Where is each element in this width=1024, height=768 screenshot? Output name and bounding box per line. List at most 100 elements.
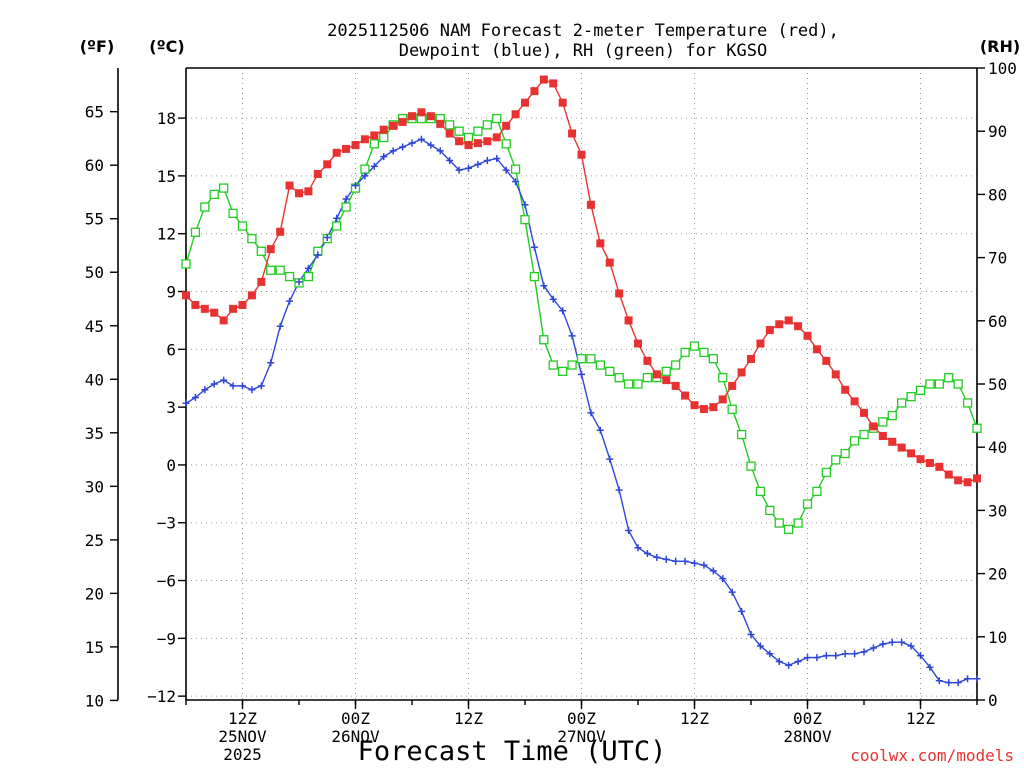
dewpoint-point	[907, 642, 915, 650]
temperature-point	[511, 110, 520, 119]
temperature-point	[718, 395, 727, 404]
rh-point	[586, 354, 596, 364]
temperature-point	[370, 131, 379, 140]
temperature-point	[295, 189, 303, 198]
dewpoint-point	[935, 677, 943, 685]
rh-point	[821, 467, 831, 478]
rh-tick-label: 40	[988, 438, 1007, 457]
rh-point	[190, 227, 201, 237]
rh-point	[906, 391, 916, 402]
dewpoint-point	[493, 155, 501, 163]
dewpoint-point	[869, 644, 877, 652]
temperature-point	[257, 277, 266, 286]
temperature-point	[549, 79, 558, 88]
temperature-point	[784, 316, 793, 325]
temperature-point	[323, 160, 332, 169]
temperature-point	[756, 339, 765, 348]
dewpoint-point	[775, 657, 783, 665]
rh-point	[332, 221, 342, 231]
rh-point	[454, 126, 464, 136]
temperature-point	[436, 119, 445, 128]
temperature-point	[662, 376, 671, 385]
dewpoint-point	[691, 559, 698, 567]
temperature-point	[954, 476, 963, 485]
temperature-point	[351, 141, 360, 150]
rh-point	[539, 335, 549, 345]
temperature-point	[379, 125, 388, 134]
dewpoint-point	[370, 162, 378, 170]
rh-point	[369, 139, 379, 149]
rh-tick-label: 0	[988, 691, 998, 710]
fahrenheit-tick-label: 30	[85, 477, 104, 496]
temperature-point	[831, 370, 840, 379]
temperature-point	[285, 181, 294, 190]
rh-point	[661, 366, 671, 377]
dewpoint-point	[917, 652, 924, 660]
temperature-point	[398, 117, 407, 126]
rh-point	[492, 113, 502, 124]
rh-point	[812, 486, 822, 497]
dewpoint-point	[502, 166, 510, 174]
temperature-point	[812, 345, 821, 354]
dewpoint-point	[973, 675, 981, 683]
temperature-point	[907, 449, 916, 458]
rh-point	[784, 524, 794, 535]
dewpoint-point	[210, 380, 218, 388]
temperature-point	[652, 370, 661, 379]
rh-unit-label: (RH)	[980, 37, 1020, 56]
rh-point	[605, 366, 615, 377]
dewpoint-point	[191, 393, 199, 401]
temperature-point	[426, 112, 435, 121]
rh-tick-label: 80	[988, 185, 1007, 204]
dewpoint-point	[681, 557, 689, 565]
rh-point	[595, 360, 605, 370]
dewpoint-point	[512, 178, 520, 186]
rh-point	[614, 373, 624, 383]
dewpoint-point	[625, 526, 633, 534]
x-tick-label: 12Z	[680, 709, 709, 728]
rh-tick-label: 70	[988, 249, 1007, 268]
fahrenheit-tick-label: 20	[85, 584, 104, 603]
temperature-point	[502, 121, 511, 130]
rh-point	[510, 164, 521, 174]
temperature-point	[483, 137, 492, 146]
temperature-point	[238, 301, 247, 309]
celsius-tick-label: −9	[157, 629, 176, 648]
temperature-point	[690, 401, 699, 410]
dewpoint-point	[700, 561, 708, 569]
temperature-point	[634, 339, 642, 348]
dewpoint-point	[860, 648, 868, 656]
dewpoint-point	[295, 278, 303, 286]
celsius-tick-label: 15	[157, 167, 176, 186]
dewpoint-point	[314, 251, 322, 259]
temperature-point	[473, 139, 482, 148]
dewpoint-point	[455, 166, 463, 174]
rh-point	[680, 347, 690, 358]
temperature-point	[276, 227, 285, 236]
temperature-point	[681, 391, 690, 400]
temperature-point	[888, 437, 897, 446]
dewpoint-point	[587, 409, 595, 417]
rh-point	[284, 271, 295, 282]
fahrenheit-tick-label: 25	[85, 531, 104, 550]
rh-point	[463, 132, 474, 143]
temperature-point	[455, 137, 464, 146]
rh-point	[727, 404, 737, 414]
rh-point	[445, 120, 455, 130]
celsius-tick-label: 9	[166, 283, 176, 302]
dewpoint-point	[389, 147, 397, 155]
dewpoint-point	[945, 679, 953, 687]
rh-point	[360, 164, 370, 174]
temperature-point	[737, 368, 746, 377]
dewpoint-point	[417, 135, 425, 143]
fahrenheit-tick-label: 65	[85, 103, 104, 122]
rh-point	[520, 215, 530, 225]
temperature-point	[304, 187, 313, 196]
celsius-tick-label: 6	[166, 340, 176, 359]
x-tick-label: 00Z	[567, 709, 596, 728]
temperature-point	[191, 301, 200, 309]
dewpoint-point	[380, 153, 388, 161]
dewpoint-point	[257, 382, 265, 390]
temperature-point	[539, 75, 548, 84]
